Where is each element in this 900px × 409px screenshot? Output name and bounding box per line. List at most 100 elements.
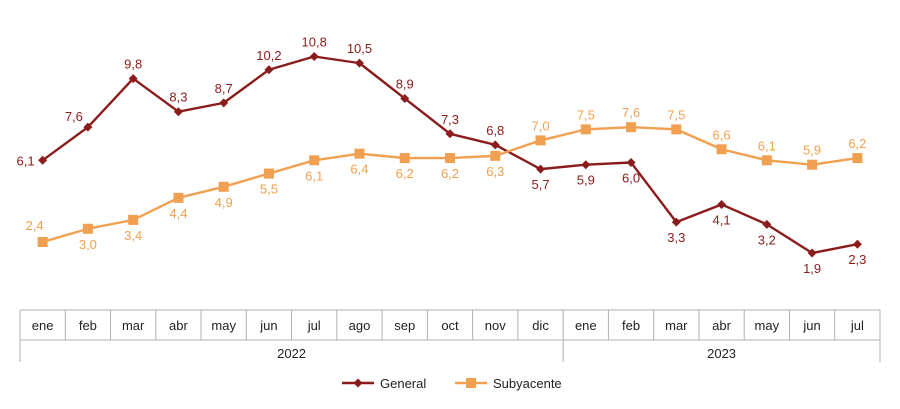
data-label-general: 8,3 bbox=[169, 90, 187, 105]
data-label-subyacente: 6,4 bbox=[350, 162, 368, 177]
x-tick-label: mar bbox=[665, 318, 688, 333]
point-general bbox=[309, 52, 319, 61]
point-subyacente bbox=[761, 155, 772, 166]
point-general bbox=[807, 248, 817, 258]
point-general bbox=[354, 58, 364, 68]
x-tick-label: ene bbox=[575, 318, 597, 333]
data-label-subyacente: 6,1 bbox=[305, 168, 323, 183]
x-tick-label: mar bbox=[122, 318, 145, 333]
point-subyacente bbox=[490, 150, 501, 161]
data-label-subyacente: 7,5 bbox=[577, 107, 595, 122]
data-label-general: 6,1 bbox=[17, 153, 35, 168]
point-general bbox=[173, 107, 183, 117]
x-tick-label: jul bbox=[307, 318, 321, 333]
data-label-subyacente: 6,1 bbox=[758, 138, 776, 153]
legend-marker-general bbox=[353, 378, 363, 388]
data-label-subyacente: 6,3 bbox=[486, 164, 504, 179]
x-tick-label: may bbox=[211, 318, 236, 333]
data-label-subyacente: 2,4 bbox=[26, 218, 44, 233]
x-tick-label: sep bbox=[394, 318, 415, 333]
data-label-subyacente: 6,2 bbox=[396, 166, 414, 181]
x-tick-label: jun bbox=[259, 318, 277, 333]
point-subyacente bbox=[807, 159, 818, 170]
data-label-general: 6,0 bbox=[622, 171, 640, 186]
x-tick-label: oct bbox=[441, 318, 459, 333]
point-subyacente bbox=[82, 223, 93, 234]
point-general bbox=[762, 219, 772, 229]
point-subyacente bbox=[173, 192, 184, 203]
point-general bbox=[626, 158, 636, 167]
group-label-2022: 2022 bbox=[277, 346, 306, 361]
point-general bbox=[490, 140, 500, 150]
data-label-general: 7,3 bbox=[441, 112, 459, 127]
point-general bbox=[852, 239, 862, 249]
data-label-general: 10,5 bbox=[347, 41, 372, 56]
data-labels: 6,1 7,6 9,8 8,3 8,7 10,2 10,8 10,5 8,9 7,3 6,8 5,7 5… bbox=[17, 35, 867, 277]
data-label-subyacente: 4,9 bbox=[215, 195, 233, 210]
point-subyacente bbox=[399, 153, 410, 164]
point-subyacente bbox=[671, 124, 682, 135]
group-label-2023: 2023 bbox=[707, 346, 736, 361]
data-label-subyacente: 7,0 bbox=[531, 118, 549, 133]
point-general bbox=[83, 122, 93, 132]
data-label-subyacente: 6,6 bbox=[713, 127, 731, 142]
data-label-subyacente: 3,4 bbox=[124, 228, 142, 243]
data-label-general: 3,3 bbox=[667, 230, 685, 245]
x-tick-label: may bbox=[755, 318, 780, 333]
x-tick-label: jun bbox=[802, 318, 820, 333]
data-label-subyacente: 6,2 bbox=[848, 136, 866, 151]
data-label-general: 7,6 bbox=[65, 109, 83, 124]
data-label-subyacente: 5,9 bbox=[803, 143, 821, 158]
data-label-general: 6,8 bbox=[486, 123, 504, 138]
legend-label-general: General bbox=[380, 376, 426, 391]
data-label-general: 1,9 bbox=[803, 261, 821, 276]
point-general bbox=[671, 217, 681, 227]
point-general bbox=[536, 164, 546, 174]
data-label-general: 10,8 bbox=[302, 35, 327, 50]
data-label-subyacente: 7,5 bbox=[667, 107, 685, 122]
point-general bbox=[264, 65, 274, 75]
data-label-subyacente: 6,2 bbox=[441, 166, 459, 181]
data-label-general: 4,1 bbox=[713, 212, 731, 227]
data-label-general: 8,9 bbox=[396, 76, 414, 91]
point-subyacente bbox=[218, 181, 229, 192]
x-tick-label: feb bbox=[622, 318, 640, 333]
point-subyacente bbox=[716, 144, 727, 155]
data-label-subyacente: 3,0 bbox=[79, 237, 97, 252]
x-axis: ene feb mar abr may jun jul ago sep oct nov dic ene f… bbox=[19, 309, 881, 362]
point-subyacente bbox=[580, 124, 591, 135]
x-tick-label: dic bbox=[532, 318, 549, 333]
point-subyacente bbox=[852, 153, 863, 164]
point-general bbox=[717, 199, 727, 209]
point-subyacente bbox=[128, 214, 139, 225]
data-label-general: 3,2 bbox=[758, 232, 776, 247]
point-subyacente bbox=[354, 148, 365, 159]
x-tick-label: ago bbox=[349, 318, 371, 333]
point-subyacente bbox=[445, 153, 455, 164]
point-general bbox=[38, 155, 48, 165]
legend-label-subyacente: Subyacente bbox=[493, 376, 562, 391]
legend: General Subyacente bbox=[342, 376, 562, 391]
x-tick-label: nov bbox=[485, 318, 506, 333]
x-tick-label: abr bbox=[169, 318, 188, 333]
data-label-general: 5,9 bbox=[577, 173, 595, 188]
x-tick-label: abr bbox=[712, 318, 731, 333]
legend-marker-subyacente bbox=[466, 378, 476, 388]
x-tick-label: ene bbox=[32, 318, 54, 333]
data-label-subyacente: 4,4 bbox=[169, 206, 187, 221]
x-tick-label: jul bbox=[850, 318, 864, 333]
point-general bbox=[445, 129, 455, 139]
data-label-general: 9,8 bbox=[124, 57, 142, 72]
data-label-general: 5,7 bbox=[531, 177, 549, 192]
point-subyacente bbox=[37, 237, 48, 247]
data-label-general: 2,3 bbox=[848, 252, 866, 267]
point-general bbox=[128, 74, 138, 84]
data-label-subyacente: 7,6 bbox=[622, 105, 640, 120]
point-subyacente bbox=[263, 168, 274, 179]
point-general bbox=[219, 98, 229, 108]
data-label-subyacente: 5,5 bbox=[260, 182, 278, 197]
series-line-subyacente bbox=[42, 125, 858, 244]
point-subyacente bbox=[535, 135, 546, 146]
point-general bbox=[581, 160, 591, 170]
